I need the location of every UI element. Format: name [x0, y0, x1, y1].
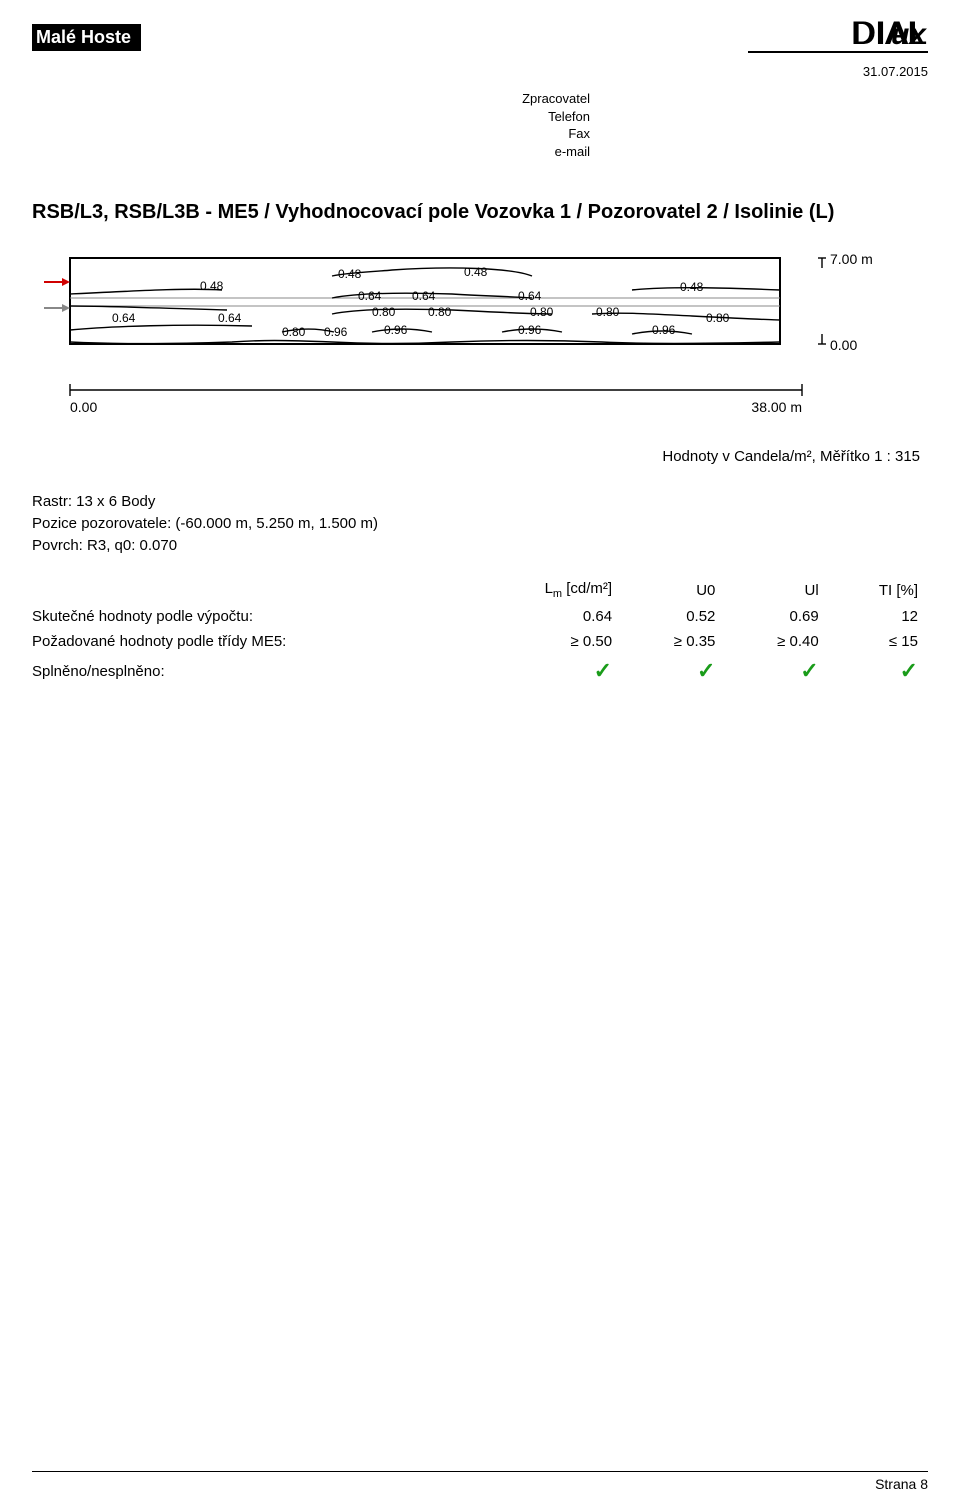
val-req-u0: ≥ 0.35 — [622, 629, 725, 654]
val-req-ul: ≥ 0.40 — [725, 629, 828, 654]
meta-zprac: Zpracovatel — [522, 90, 590, 108]
row-actual-label: Skutečné hodnoty podle výpočtu: — [32, 604, 475, 629]
svg-text:0.64: 0.64 — [358, 289, 382, 303]
svg-text:0.00: 0.00 — [830, 337, 857, 353]
results-table: Lm [cd/m²] U0 Ul TI [%] Skutečné hodnoty… — [32, 576, 928, 688]
check-ul: ✓ — [725, 654, 828, 688]
param-surface: Povrch: R3, q0: 0.070 — [32, 535, 928, 557]
svg-text:0.64: 0.64 — [112, 311, 136, 325]
row-check: Splněno/nesplněno: ✓ ✓ ✓ ✓ — [32, 654, 928, 688]
svg-text:0.96: 0.96 — [384, 323, 408, 337]
val-actual-lm: 0.64 — [475, 604, 622, 629]
col-lm: Lm [cd/m²] — [475, 576, 622, 604]
check-u0: ✓ — [622, 654, 725, 688]
svg-text:0.64: 0.64 — [412, 289, 436, 303]
section-title: RSB/L3, RSB/L3B - ME5 / Vyhodnocovací po… — [32, 201, 928, 224]
meta-tel: Telefon — [522, 108, 590, 126]
check-lm: ✓ — [475, 654, 622, 688]
footer: Strana 8 — [32, 1471, 928, 1492]
svg-text:0.80: 0.80 — [372, 305, 396, 319]
svg-text:0.64: 0.64 — [518, 289, 542, 303]
svg-text:7.00 m: 7.00 m — [830, 251, 873, 267]
svg-text:0.80: 0.80 — [706, 311, 730, 325]
page-number: Strana 8 — [32, 1471, 928, 1492]
val-req-ti: ≤ 15 — [829, 629, 928, 654]
doc-date: 31.07.2015 — [863, 64, 928, 79]
val-actual-ul: 0.69 — [725, 604, 828, 629]
row-required: Požadované hodnoty podle třídy ME5: ≥ 0.… — [32, 629, 928, 654]
param-pos: Pozice pozorovatele: (-60.000 m, 5.250 m… — [32, 513, 928, 535]
col-u0: U0 — [622, 576, 725, 604]
meta-block: Zpracovatel Telefon Fax e-mail — [522, 90, 590, 160]
val-req-lm: ≥ 0.50 — [475, 629, 622, 654]
svg-text:0.96: 0.96 — [652, 323, 676, 337]
val-actual-u0: 0.52 — [622, 604, 725, 629]
meta-email: e-mail — [522, 143, 590, 161]
svg-text:0.96: 0.96 — [518, 323, 542, 337]
svg-text:0.80: 0.80 — [530, 305, 554, 319]
svg-text:0.48: 0.48 — [680, 280, 704, 294]
svg-text:0.80: 0.80 — [428, 305, 452, 319]
svg-text:0.48: 0.48 — [464, 265, 488, 279]
svg-text:0.80: 0.80 — [596, 305, 620, 319]
scale-text: Hodnoty v Candela/m², Měřítko 1 : 315 — [32, 448, 928, 465]
val-actual-ti: 12 — [829, 604, 928, 629]
svg-text:0.48: 0.48 — [338, 267, 362, 281]
svg-text:0.64: 0.64 — [218, 311, 242, 325]
params-block: Rastr: 13 x 6 Body Pozice pozorovatele: … — [32, 491, 928, 556]
meta-fax: Fax — [522, 125, 590, 143]
check-ti: ✓ — [829, 654, 928, 688]
param-raster: Rastr: 13 x 6 Body — [32, 491, 928, 513]
row-check-label: Splněno/nesplněno: — [32, 654, 475, 688]
row-actual: Skutečné hodnoty podle výpočtu: 0.64 0.5… — [32, 604, 928, 629]
svg-text:0.48: 0.48 — [200, 279, 224, 293]
svg-text:0.96: 0.96 — [324, 325, 348, 339]
svg-text:38.00 m: 38.00 m — [751, 399, 802, 415]
row-req-label: Požadované hodnoty podle třídy ME5: — [32, 629, 475, 654]
project-title: Malé Hoste — [32, 24, 141, 51]
svg-text:0.80: 0.80 — [282, 325, 306, 339]
isoline-chart: 0.64 0.48 0.64 0.80 0.96 0.48 0.64 0.80 0.64 0.80… — [32, 248, 928, 438]
svg-text:0.00: 0.00 — [70, 399, 97, 415]
col-ti: TI [%] — [829, 576, 928, 604]
col-ul: Ul — [725, 576, 828, 604]
table-header-row: Lm [cd/m²] U0 Ul TI [%] — [32, 576, 928, 604]
logo: DIAL DIAL ux — [748, 14, 928, 58]
svg-text:ux: ux — [891, 18, 927, 51]
